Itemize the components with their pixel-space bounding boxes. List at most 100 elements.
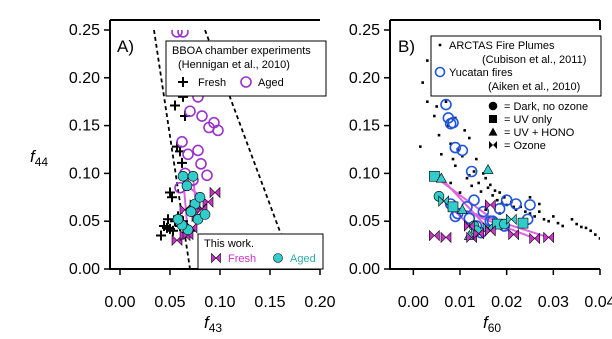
- x-tick-label: 0.00: [104, 294, 135, 311]
- data-point: [524, 210, 527, 213]
- legend-arctas-label: ARCTAS Fire Plumes: [449, 40, 555, 52]
- data-point: [465, 176, 469, 180]
- x-tick-label: 0.10: [204, 294, 235, 311]
- data-point: [201, 169, 213, 182]
- data-point: [491, 194, 494, 197]
- legend-fresh-plus-marker: [178, 77, 188, 87]
- data-point: [182, 148, 194, 161]
- legend-thiswork-aged-label: Aged: [290, 253, 316, 265]
- legend-dark-label: = Dark, no ozone: [504, 101, 588, 113]
- data-point: [435, 105, 438, 108]
- legend-hono-triangle-marker: [488, 127, 498, 136]
- data-point: [449, 141, 462, 154]
- x-tick-label: 0.00: [398, 294, 429, 311]
- data-point: [575, 222, 578, 226]
- panel-b-ticks: 0.00 0.05 0.10 0.15 0.20 0.25 0.00 0.01 0.02 0.03…: [349, 22, 612, 311]
- legend-swatch: [178, 77, 188, 87]
- data-point: [449, 142, 452, 146]
- x-tick-label: 0.04: [584, 294, 612, 311]
- data-point: [479, 190, 483, 193]
- data-point: [167, 192, 177, 203]
- data-point: [538, 210, 541, 213]
- data-point: [472, 170, 476, 173]
- data-point: [419, 145, 422, 148]
- triangle-boundary-line: [153, 30, 191, 269]
- data-point: [202, 196, 214, 208]
- data-point: [485, 199, 496, 211]
- data-point: [456, 204, 468, 215]
- x-tick-label: 0.15: [254, 294, 285, 311]
- panel-a-plot-area: [153, 30, 286, 269]
- data-point: [561, 224, 564, 228]
- data-point: [209, 186, 221, 199]
- data-point: [496, 198, 499, 202]
- panel-b-legend-top: ARCTAS Fire Plumes (Cubison et al., 2011…: [430, 35, 602, 97]
- panel-b-plot-area: [419, 55, 600, 245]
- data-point: [482, 163, 494, 174]
- data-point: [176, 136, 188, 148]
- data-point: [463, 129, 466, 132]
- panel-a-legend-top: BBOA chamber experiments (Hennigan et al…: [165, 40, 327, 97]
- data-point: [477, 205, 490, 218]
- y-tick-label: 0.05: [69, 213, 100, 230]
- legend-thiswork-fresh-marker: [211, 252, 221, 264]
- data-point: [177, 30, 189, 38]
- data-point: [426, 59, 429, 62]
- legend-yucatan-label: Yucatan fires: [449, 67, 513, 79]
- data-point: [192, 144, 204, 157]
- data-point: [570, 217, 574, 221]
- data-point: [163, 214, 173, 225]
- legend-bottom-title: This work.: [204, 238, 254, 250]
- data-point: [594, 233, 597, 236]
- legend-swatch: [488, 101, 498, 111]
- data-point: [184, 105, 196, 118]
- legend-dark-circle-marker: [488, 101, 498, 111]
- x-tick-label: 0.05: [154, 294, 185, 311]
- x-tick-label: 0.03: [538, 294, 569, 311]
- data-point: [449, 181, 452, 185]
- y-tick-label: 0.15: [69, 118, 100, 135]
- data-point: [156, 230, 166, 241]
- y-tick-label: 0.20: [349, 70, 380, 87]
- data-point: [438, 195, 449, 207]
- legend-yucatan-citation: (Aiken et al., 2010): [488, 81, 580, 93]
- data-point: [589, 229, 592, 233]
- legend-ozone-bowtie-marker: [489, 141, 497, 149]
- legend-swatch: [434, 66, 446, 78]
- data-point: [470, 184, 473, 188]
- panel-a-legend-bottom: This work. Fresh Aged: [197, 233, 324, 270]
- y-tick-label: 0.10: [69, 165, 100, 182]
- y-tick-label: 0.25: [349, 22, 380, 39]
- data-point: [177, 170, 189, 182]
- panel-b-label: B): [398, 37, 415, 56]
- panel-a-y-axis-label: f44: [30, 147, 48, 169]
- legend-uv-square-marker: [489, 115, 497, 123]
- data-point: [168, 225, 178, 236]
- legend-swatch: [438, 43, 442, 47]
- panel-b-x-axis-label: f60: [483, 313, 501, 335]
- panel-a-label: A): [117, 37, 134, 56]
- panel-b-legend-conditions: = Dark, no ozone = UV only = UV + HONO =…: [488, 101, 588, 152]
- legend-swatch: [488, 127, 498, 136]
- legend-arctas-dot-marker: [438, 43, 442, 47]
- data-point: [429, 229, 440, 242]
- data-point: [508, 228, 519, 241]
- data-point: [547, 219, 550, 223]
- data-point: [172, 213, 184, 225]
- legend-top-title: BBOA chamber experiments: [172, 45, 311, 57]
- panel-a-x-axis-label: f43: [204, 313, 222, 335]
- data-point: [440, 152, 443, 156]
- data-point: [165, 187, 175, 198]
- legend-thiswork-fresh-label: Fresh: [228, 253, 256, 265]
- data-point: [447, 201, 459, 213]
- legend-yucatan-circle-marker: [434, 66, 446, 78]
- y-tick-label: 0.10: [349, 165, 380, 182]
- data-point: [440, 98, 452, 111]
- legend-aged-label: Aged: [258, 77, 284, 89]
- data-point: [485, 225, 496, 237]
- y-tick-label: 0.20: [69, 70, 100, 87]
- data-point: [528, 196, 532, 199]
- data-point: [451, 157, 455, 161]
- data-point: [598, 237, 600, 240]
- x-tick-label: 0.20: [304, 294, 335, 311]
